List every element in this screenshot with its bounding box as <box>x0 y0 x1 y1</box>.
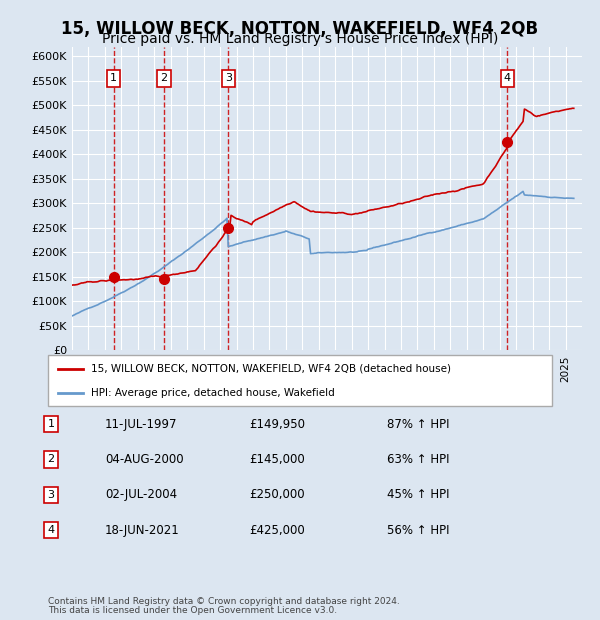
Text: 2: 2 <box>47 454 55 464</box>
Text: 3: 3 <box>225 73 232 84</box>
Text: £425,000: £425,000 <box>249 524 305 536</box>
Text: Contains HM Land Registry data © Crown copyright and database right 2024.: Contains HM Land Registry data © Crown c… <box>48 597 400 606</box>
Text: 87% ↑ HPI: 87% ↑ HPI <box>387 418 449 430</box>
Text: 1: 1 <box>110 73 117 84</box>
Text: £145,000: £145,000 <box>249 453 305 466</box>
FancyBboxPatch shape <box>48 355 552 406</box>
Text: 18-JUN-2021: 18-JUN-2021 <box>105 524 180 536</box>
Text: 1: 1 <box>47 419 55 429</box>
Text: £149,950: £149,950 <box>249 418 305 430</box>
Text: 4: 4 <box>504 73 511 84</box>
Text: 63% ↑ HPI: 63% ↑ HPI <box>387 453 449 466</box>
Text: Price paid vs. HM Land Registry's House Price Index (HPI): Price paid vs. HM Land Registry's House … <box>102 32 498 46</box>
Text: 3: 3 <box>47 490 55 500</box>
Text: 4: 4 <box>47 525 55 535</box>
Text: 2: 2 <box>160 73 167 84</box>
Text: £250,000: £250,000 <box>249 489 305 501</box>
Text: HPI: Average price, detached house, Wakefield: HPI: Average price, detached house, Wake… <box>91 388 335 399</box>
Text: 56% ↑ HPI: 56% ↑ HPI <box>387 524 449 536</box>
Text: This data is licensed under the Open Government Licence v3.0.: This data is licensed under the Open Gov… <box>48 606 337 615</box>
Text: 15, WILLOW BECK, NOTTON, WAKEFIELD, WF4 2QB (detached house): 15, WILLOW BECK, NOTTON, WAKEFIELD, WF4 … <box>91 364 451 374</box>
Text: 02-JUL-2004: 02-JUL-2004 <box>105 489 177 501</box>
Text: 15, WILLOW BECK, NOTTON, WAKEFIELD, WF4 2QB: 15, WILLOW BECK, NOTTON, WAKEFIELD, WF4 … <box>61 20 539 38</box>
Text: 04-AUG-2000: 04-AUG-2000 <box>105 453 184 466</box>
Text: 45% ↑ HPI: 45% ↑ HPI <box>387 489 449 501</box>
Text: 11-JUL-1997: 11-JUL-1997 <box>105 418 178 430</box>
